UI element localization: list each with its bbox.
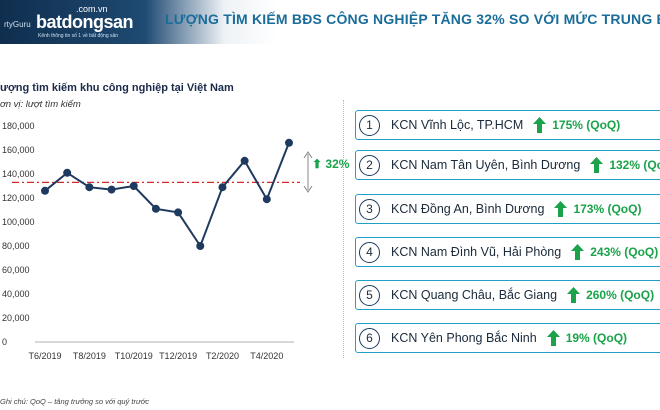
park-name: KCN Quang Châu, Bắc Giang (391, 288, 558, 302)
rank-badge: 1 (359, 114, 380, 136)
park-name: KCN Vĩnh Lộc, TP.HCM (391, 118, 524, 132)
logo-tagline: Kênh thông tin số 1 về bất động sản (38, 33, 119, 39)
data-point (218, 183, 227, 192)
y-tick-label: 160,000 (2, 145, 35, 155)
growth-value: 175% (QoQ) (552, 118, 621, 132)
data-point (85, 183, 94, 192)
y-tick-label: 120,000 (2, 193, 35, 203)
data-point (107, 185, 116, 194)
up-arrow-icon (533, 117, 547, 133)
batdongsan-logo[interactable]: rtyGuru .com.vn batdongsan Kênh thông ti… (4, 2, 144, 42)
park-name: KCN Yên Phong Bắc Ninh (391, 331, 537, 345)
x-tick-label: T6/2019 (28, 351, 61, 361)
logo-partner-text: rtyGuru (4, 20, 31, 29)
y-tick-label: 0 (2, 337, 7, 347)
y-tick-label: 80,000 (2, 241, 30, 251)
data-point (151, 204, 160, 213)
list-item[interactable]: 5 KCN Quang Châu, Bắc Giang 260% (QoQ) (355, 280, 660, 310)
rank-badge: 3 (359, 198, 380, 220)
footnote: Ghi chú: QoQ – tăng trưởng so với quý tr… (0, 397, 150, 406)
increase-percent-value: 32% (325, 157, 350, 171)
y-tick-label: 180,000 (2, 121, 35, 131)
growth-value: 243% (QoQ) (590, 245, 659, 259)
y-tick-label: 20,000 (2, 313, 30, 323)
section-divider (343, 100, 344, 358)
growth-value: 132% (QoQ (609, 158, 660, 172)
rank-badge: 6 (359, 327, 380, 349)
data-point (240, 156, 249, 165)
x-tick-label: T10/2019 (115, 351, 153, 361)
page-title: LƯỢNG TÌM KIẾM BĐS CÔNG NGHIỆP TĂNG 32% … (165, 11, 660, 27)
header-banner (0, 0, 660, 44)
y-tick-label: 60,000 (2, 265, 30, 275)
up-arrow-icon (590, 157, 604, 173)
park-name: KCN Nam Đình Vũ, Hải Phòng (391, 245, 562, 259)
rank-badge: 2 (359, 154, 380, 176)
up-arrow-icon (567, 287, 581, 303)
data-point (174, 208, 183, 217)
chart-title: ượng tìm kiếm khu công nghiệp tại Việt N… (0, 82, 234, 94)
data-point (285, 138, 293, 147)
logo-brand-text: batdongsan (36, 12, 134, 32)
growth-value: 19% (QoQ) (565, 331, 628, 345)
increase-range-arrow-icon (303, 151, 313, 193)
growth-value: 260% (QoQ) (586, 288, 655, 302)
park-name: KCN Đồng An, Bình Dương (391, 202, 545, 216)
data-point (262, 195, 271, 204)
data-point (196, 242, 205, 250)
x-tick-label: T4/2020 (250, 351, 283, 361)
up-arrow-icon (546, 330, 560, 346)
growth-value: 173% (QoQ) (573, 202, 642, 216)
list-item[interactable]: 1 KCN Vĩnh Lộc, TP.HCM 175% (QoQ) (355, 110, 660, 140)
logo-domain-text: .com.vn (76, 4, 108, 14)
x-tick-label: T2/2020 (206, 351, 239, 361)
up-arrow-icon (571, 244, 585, 260)
rank-badge: 5 (359, 284, 380, 306)
data-point (63, 168, 72, 177)
x-tick-label: T12/2019 (159, 351, 197, 361)
y-tick-label: 40,000 (2, 289, 30, 299)
search-volume-line-chart: 180,000 160,000 140,000 120,000 100,000 80,00… (2, 121, 300, 361)
y-tick-label: 140,000 (2, 169, 35, 179)
data-point (129, 182, 138, 190)
list-item[interactable]: 4 KCN Nam Đình Vũ, Hải Phòng 243% (QoQ) (355, 237, 660, 267)
chart-unit-label: ơn vị: lượt tìm kiếm (0, 99, 81, 110)
data-point (41, 186, 49, 195)
y-tick-label: 100,000 (2, 217, 35, 227)
series-line (44, 142, 290, 249)
x-tick-label: T8/2019 (73, 351, 106, 361)
list-item[interactable]: 3 KCN Đồng An, Bình Dương 173% (QoQ) (355, 194, 660, 224)
rank-badge: 4 (359, 241, 380, 263)
list-item[interactable]: 2 KCN Nam Tân Uyên, Bình Dương 132% (QoQ (355, 150, 660, 180)
up-arrow-icon (554, 201, 568, 217)
list-item[interactable]: 6 KCN Yên Phong Bắc Ninh 19% (QoQ) (355, 323, 660, 353)
park-name: KCN Nam Tân Uyên, Bình Dương (391, 158, 581, 172)
up-arrow-icon: ⬆ (312, 157, 323, 171)
